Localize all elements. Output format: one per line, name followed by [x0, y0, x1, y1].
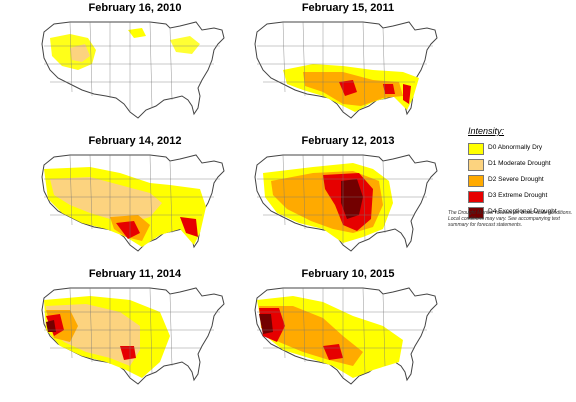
legend-item-d3: D3 Extreme Drought — [468, 190, 574, 204]
map-panel-2014: February 11, 2014 — [30, 266, 240, 396]
us-map-2015 — [254, 287, 438, 385]
legend-swatch — [468, 159, 484, 171]
legend-label: D0 Abnormally Dry — [488, 144, 543, 151]
map-date-title: February 14, 2012 — [88, 135, 182, 147]
legend-item-d2: D2 Severe Drought — [468, 174, 574, 188]
us-map-2011 — [254, 21, 438, 119]
map-panel-2012: February 14, 2012 — [30, 133, 240, 263]
legend-item-d4: D4 Exceptional Drought — [468, 206, 574, 220]
legend-title: Intensity: — [468, 126, 505, 136]
map-date-title: February 15, 2011 — [301, 2, 395, 14]
legend-disclaimer: The Drought Monitor focuses on broad-sca… — [448, 210, 573, 228]
legend-swatch — [468, 143, 484, 155]
legend-label: D2 Severe Drought — [488, 176, 544, 183]
map-panel-2010: February 16, 2010 — [30, 0, 240, 130]
map-date-title: February 12, 2013 — [301, 135, 395, 147]
legend-swatch — [468, 207, 484, 219]
legend-item-d0: D0 Abnormally Dry — [468, 142, 574, 156]
legend-swatch — [468, 191, 484, 203]
map-panel-2015: February 10, 2015 — [243, 266, 453, 396]
legend-label: D3 Extreme Drought — [488, 192, 548, 199]
map-date-title: February 11, 2014 — [88, 268, 182, 280]
us-map-2012 — [41, 154, 225, 252]
us-map-2014 — [41, 287, 225, 385]
drought-legend: Intensity: D0 Abnormally Dry D1 Moderate… — [468, 126, 574, 222]
legend-swatch — [468, 175, 484, 187]
legend-item-d1: D1 Moderate Drought — [468, 158, 574, 172]
legend-label: D1 Moderate Drought — [488, 160, 551, 167]
map-panel-2011: February 15, 2011 — [243, 0, 453, 130]
map-date-title: February 10, 2015 — [301, 268, 395, 280]
map-date-title: February 16, 2010 — [88, 2, 182, 14]
legend-label: D4 Exceptional Drought — [488, 208, 557, 215]
map-panel-2013: February 12, 2013 — [243, 133, 453, 263]
us-map-2013 — [254, 154, 438, 252]
us-map-2010 — [41, 21, 225, 119]
